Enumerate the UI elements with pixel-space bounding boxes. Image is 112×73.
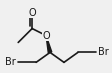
Polygon shape	[46, 35, 51, 53]
Text: O: O	[42, 31, 49, 41]
Text: Br: Br	[97, 47, 108, 57]
Text: O: O	[28, 8, 36, 18]
Text: Br: Br	[5, 57, 16, 67]
